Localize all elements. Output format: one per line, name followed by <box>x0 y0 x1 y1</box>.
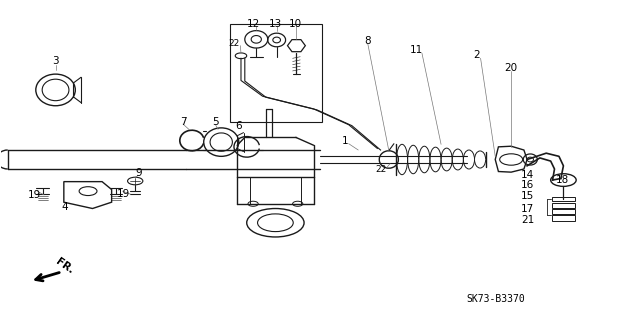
Text: 5: 5 <box>212 117 219 127</box>
Text: 1: 1 <box>342 136 349 146</box>
Text: 6: 6 <box>235 121 242 131</box>
Text: 4: 4 <box>62 202 68 212</box>
Text: 7: 7 <box>180 116 186 127</box>
Text: 2: 2 <box>473 50 479 60</box>
Text: 3: 3 <box>52 56 59 66</box>
Text: 20: 20 <box>504 63 518 73</box>
Text: SK73-B3370: SK73-B3370 <box>467 293 525 304</box>
Bar <box>552 209 575 214</box>
Text: 21: 21 <box>521 215 534 225</box>
Text: 11: 11 <box>410 45 424 56</box>
Text: 18: 18 <box>556 175 569 185</box>
Text: 9: 9 <box>135 168 141 178</box>
Bar <box>552 203 575 208</box>
Text: 19: 19 <box>28 190 41 200</box>
Text: FR.: FR. <box>54 256 76 276</box>
Text: 19: 19 <box>117 189 131 199</box>
Text: 16: 16 <box>521 181 534 190</box>
Text: 17: 17 <box>521 204 534 213</box>
Text: 14: 14 <box>521 170 534 180</box>
Text: 22: 22 <box>228 39 239 48</box>
Text: 13: 13 <box>269 19 282 28</box>
Text: 12: 12 <box>246 19 260 28</box>
Text: 10: 10 <box>289 19 302 28</box>
Text: 8: 8 <box>364 36 371 46</box>
Text: 22: 22 <box>375 165 386 174</box>
Bar <box>552 215 575 221</box>
Bar <box>552 197 575 201</box>
Text: 15: 15 <box>521 191 534 201</box>
Bar <box>230 24 322 122</box>
